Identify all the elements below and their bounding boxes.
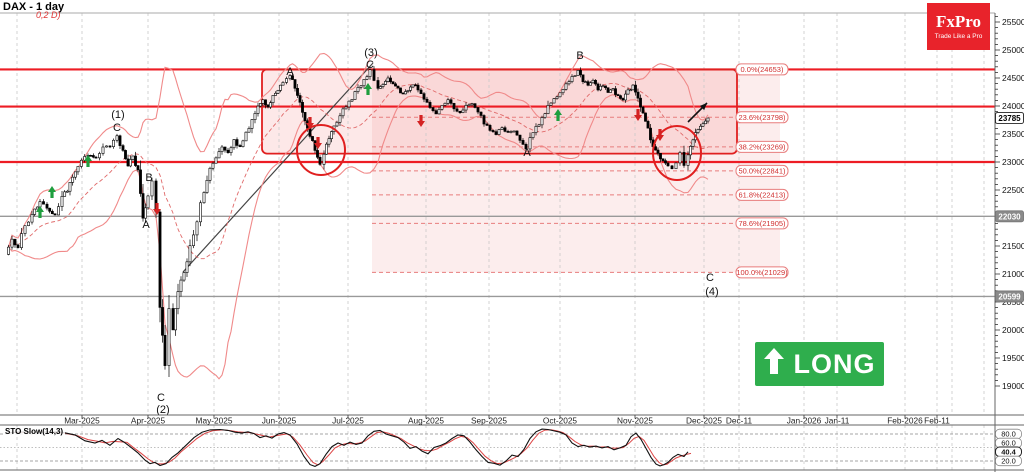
svg-text:100.0%(21029): 100.0%(21029) bbox=[736, 268, 788, 277]
svg-text:0.0%(24653): 0.0%(24653) bbox=[741, 65, 784, 74]
time-axis[interactable] bbox=[0, 415, 995, 425]
fib-labels: 0.0%(24653) 23.6%(23798) 38.2%(23269) 50.0%… bbox=[735, 63, 789, 279]
consolidation-box-border bbox=[261, 68, 738, 155]
svg-text:Jun-2025: Jun-2025 bbox=[262, 416, 297, 426]
up-arrow-icon bbox=[763, 347, 784, 381]
svg-text:Jan-11: Jan-11 bbox=[825, 416, 850, 426]
svg-text:Dec-11: Dec-11 bbox=[726, 416, 753, 426]
stochastic-d-line bbox=[7, 429, 692, 466]
svg-text:Dec-2025: Dec-2025 bbox=[686, 416, 722, 426]
svg-text:A: A bbox=[286, 66, 294, 78]
svg-text:80.0: 80.0 bbox=[1001, 430, 1016, 439]
svg-text:20000: 20000 bbox=[1002, 325, 1024, 335]
svg-text:Sep-2025: Sep-2025 bbox=[471, 416, 507, 426]
svg-text:50.0%(22841): 50.0%(22841) bbox=[738, 167, 786, 176]
sell-arrow-icon bbox=[634, 109, 642, 121]
svg-text:Apr-2025: Apr-2025 bbox=[131, 416, 166, 426]
brand-tagline: Trade Like a Pro bbox=[934, 33, 983, 40]
svg-text:(1): (1) bbox=[111, 109, 124, 121]
candles bbox=[7, 66, 710, 377]
price-axis-ticks: 25500 25000 24500 24000 23500 23000 22500 21500… bbox=[995, 15, 1024, 391]
svg-text:21000: 21000 bbox=[1002, 269, 1024, 279]
svg-text:24000: 24000 bbox=[1002, 101, 1024, 111]
svg-text:(2): (2) bbox=[156, 404, 169, 416]
svg-text:25000: 25000 bbox=[1002, 45, 1024, 55]
trendline bbox=[182, 62, 374, 273]
svg-text:Jul-2025: Jul-2025 bbox=[332, 416, 364, 426]
svg-text:May-2025: May-2025 bbox=[196, 416, 233, 426]
svg-text:25500: 25500 bbox=[1002, 17, 1024, 27]
svg-text:B: B bbox=[576, 50, 583, 62]
price-axis[interactable] bbox=[995, 13, 1024, 415]
sell-arrow-icon bbox=[314, 137, 322, 149]
svg-text:22030: 22030 bbox=[998, 212, 1021, 221]
time-axis-labels: Mar-2025 Apr-2025 May-2025 Jun-2025 Jul-2025… bbox=[64, 415, 950, 426]
svg-text:23500: 23500 bbox=[1002, 129, 1024, 139]
sell-arrow-icon bbox=[153, 203, 161, 215]
fxpro-logo: FxPro Trade Like a Pro bbox=[927, 3, 990, 50]
svg-text:C: C bbox=[366, 59, 374, 71]
svg-text:61.8%(22413): 61.8%(22413) bbox=[738, 191, 786, 200]
brand-name: FxPro bbox=[935, 12, 981, 31]
svg-text:Feb-11: Feb-11 bbox=[924, 416, 950, 426]
svg-text:C: C bbox=[706, 272, 714, 284]
svg-text:Feb-2026: Feb-2026 bbox=[887, 416, 923, 426]
svg-text:Jan-2026: Jan-2026 bbox=[787, 416, 822, 426]
svg-text:23000: 23000 bbox=[1002, 157, 1024, 167]
svg-text:19500: 19500 bbox=[1002, 353, 1024, 363]
svg-text:B: B bbox=[145, 172, 152, 184]
svg-text:Oct-2025: Oct-2025 bbox=[543, 416, 578, 426]
svg-text:Mar-2025: Mar-2025 bbox=[64, 416, 100, 426]
sell-arrow-icon bbox=[306, 117, 314, 129]
highlight-circle bbox=[296, 124, 346, 176]
consolidation-box bbox=[262, 69, 737, 154]
svg-text:40.4: 40.4 bbox=[1001, 447, 1016, 456]
long-signal-badge: LONG bbox=[755, 342, 884, 386]
signal-arrows bbox=[36, 83, 664, 218]
buy-arrow-icon bbox=[554, 109, 562, 121]
svg-text:23785: 23785 bbox=[998, 114, 1021, 123]
buy-arrow-icon bbox=[364, 83, 372, 95]
svg-text:38.2%(23269): 38.2%(23269) bbox=[738, 143, 786, 152]
symbol-subtitle: 0,2 D) bbox=[36, 10, 61, 20]
svg-text:(4): (4) bbox=[705, 286, 718, 298]
svg-text:23.6%(23798): 23.6%(23798) bbox=[738, 113, 786, 122]
symbol-title: DAX - 1 day bbox=[3, 1, 65, 13]
svg-text:78.6%(21905): 78.6%(21905) bbox=[738, 219, 786, 228]
long-signal-label: LONG bbox=[793, 348, 876, 379]
buy-arrow-icon bbox=[84, 155, 92, 167]
svg-text:C: C bbox=[113, 122, 121, 134]
projection-arrowhead bbox=[699, 103, 707, 111]
svg-text:24500: 24500 bbox=[1002, 73, 1024, 83]
svg-text:20.0: 20.0 bbox=[1001, 457, 1016, 466]
svg-text:C: C bbox=[157, 392, 165, 404]
svg-text:Aug-2025: Aug-2025 bbox=[408, 416, 444, 426]
svg-text:60.0: 60.0 bbox=[1001, 439, 1016, 448]
svg-text:21500: 21500 bbox=[1002, 241, 1024, 251]
buy-arrow-icon bbox=[36, 206, 44, 218]
sell-arrow-icon bbox=[417, 115, 425, 127]
svg-text:22500: 22500 bbox=[1002, 185, 1024, 195]
stochastic-k-line bbox=[4, 428, 689, 468]
sell-arrow-icon bbox=[656, 129, 664, 141]
svg-text:(3): (3) bbox=[364, 47, 377, 59]
highlight-circle bbox=[652, 125, 702, 181]
stochastic-indicator-label: STO Slow(14,3) bbox=[3, 427, 66, 436]
stochastic-axis-tags: 80.060.040.420.0 bbox=[995, 428, 1022, 467]
buy-arrow-icon bbox=[48, 186, 56, 198]
svg-text:20599: 20599 bbox=[998, 292, 1021, 301]
svg-text:19000: 19000 bbox=[1002, 381, 1024, 391]
svg-text:Nov-2025: Nov-2025 bbox=[617, 416, 653, 426]
svg-text:A: A bbox=[142, 219, 150, 231]
svg-text:A: A bbox=[523, 147, 531, 159]
